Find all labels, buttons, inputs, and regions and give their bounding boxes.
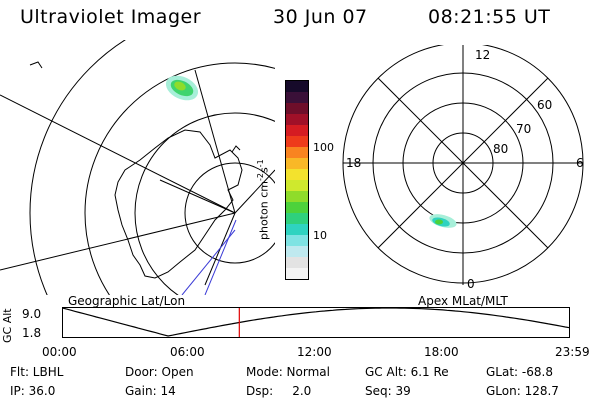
mlt-line-diagonal [377, 77, 549, 249]
colorbar-segment [286, 257, 308, 268]
status-glat: GLat: -68.8 [486, 365, 553, 379]
aurora-emission-polar [429, 214, 457, 228]
latitude-circle [29, 40, 126, 295]
colorbar-segment [286, 235, 308, 246]
colorbar [285, 80, 309, 280]
timeline-ytick-bottom: 1.8 [22, 326, 42, 340]
apex-caption: Apex MLat/MLT [418, 294, 508, 308]
mlat-label-60: 60 [537, 98, 552, 112]
colorbar-segment [286, 169, 308, 180]
colorbar-segment [286, 224, 308, 235]
latitude-circle [84, 62, 275, 295]
latitude-circle [184, 162, 275, 264]
header-date: 30 Jun 07 [273, 6, 368, 28]
status-ip: IP: 36.0 [10, 384, 56, 398]
status-dsp: Dsp: 2.0 [246, 384, 312, 398]
mlt-label-6: 6 [576, 156, 584, 170]
timeline-xtick-1200: 12:00 [297, 345, 332, 359]
status-gain: Gain: 14 [125, 384, 176, 398]
timeline-xtick-0600: 06:00 [170, 345, 205, 359]
colorbar-tick-10: 10 [313, 229, 327, 242]
timeline-xtick-2359: 23:59 [555, 345, 590, 359]
longitude-line [234, 169, 275, 214]
colorbar-segment [286, 147, 308, 158]
colorbar-segment [286, 158, 308, 169]
coastline-fragment [29, 61, 43, 69]
colorbar-label: photon cm-2s-1 [256, 159, 271, 240]
colorbar-segment [286, 213, 308, 224]
status-gc-alt: GC Alt: 6.1 Re [365, 365, 449, 379]
mlat-label-70: 70 [516, 122, 531, 136]
timeline-ylabel: GC Alt [1, 308, 14, 343]
longitude-line [0, 94, 236, 214]
latitude-circle [134, 112, 275, 295]
colorbar-segment [286, 180, 308, 191]
longitude-line [159, 179, 236, 214]
altitude-timeline [62, 307, 570, 338]
colorbar-segment [286, 191, 308, 202]
header-time: 08:21:55 UT [428, 6, 551, 28]
geographic-map [0, 40, 275, 295]
mlt-label-18: 18 [346, 156, 361, 170]
satellite-track [204, 219, 237, 295]
colorbar-segment [286, 136, 308, 147]
mlt-label-12: 12 [475, 48, 490, 62]
timeline-frame [62, 307, 570, 338]
colorbar-segment [286, 103, 308, 114]
app-title: Ultraviolet Imager [20, 6, 202, 28]
status-filter: Flt: LBHL [10, 365, 64, 379]
colorbar-segment [286, 92, 308, 103]
colorbar-tick-100: 100 [313, 141, 334, 154]
timeline-xtick-1800: 18:00 [424, 345, 459, 359]
status-mode: Mode: Normal [246, 365, 330, 379]
colorbar-segment [286, 81, 308, 92]
colorbar-segment [286, 114, 308, 125]
mlt-label-0: 0 [467, 277, 475, 291]
colorbar-segment [286, 125, 308, 136]
longitude-line [0, 212, 236, 271]
status-glon: GLon: 128.7 [486, 384, 559, 398]
geographic-caption: Geographic Lat/Lon [68, 294, 186, 308]
altitude-curve [62, 307, 570, 337]
status-seq: Seq: 39 [365, 384, 411, 398]
coastline [114, 129, 243, 279]
colorbar-segment [286, 246, 308, 257]
colorbar-segment [286, 202, 308, 213]
colorbar-segment [286, 268, 308, 279]
satellite-track [181, 229, 236, 295]
mlat-label-80: 80 [493, 142, 508, 156]
aurora-emission [165, 75, 199, 101]
polar-mlat-mlt-plot: 12 18 6 0 60 70 80 [342, 45, 584, 291]
timeline-xtick-0000: 00:00 [42, 345, 77, 359]
status-door: Door: Open [125, 365, 194, 379]
timeline-ytick-top: 9.0 [22, 307, 42, 321]
coastline-fragment [231, 145, 241, 153]
longitude-line [194, 69, 236, 214]
